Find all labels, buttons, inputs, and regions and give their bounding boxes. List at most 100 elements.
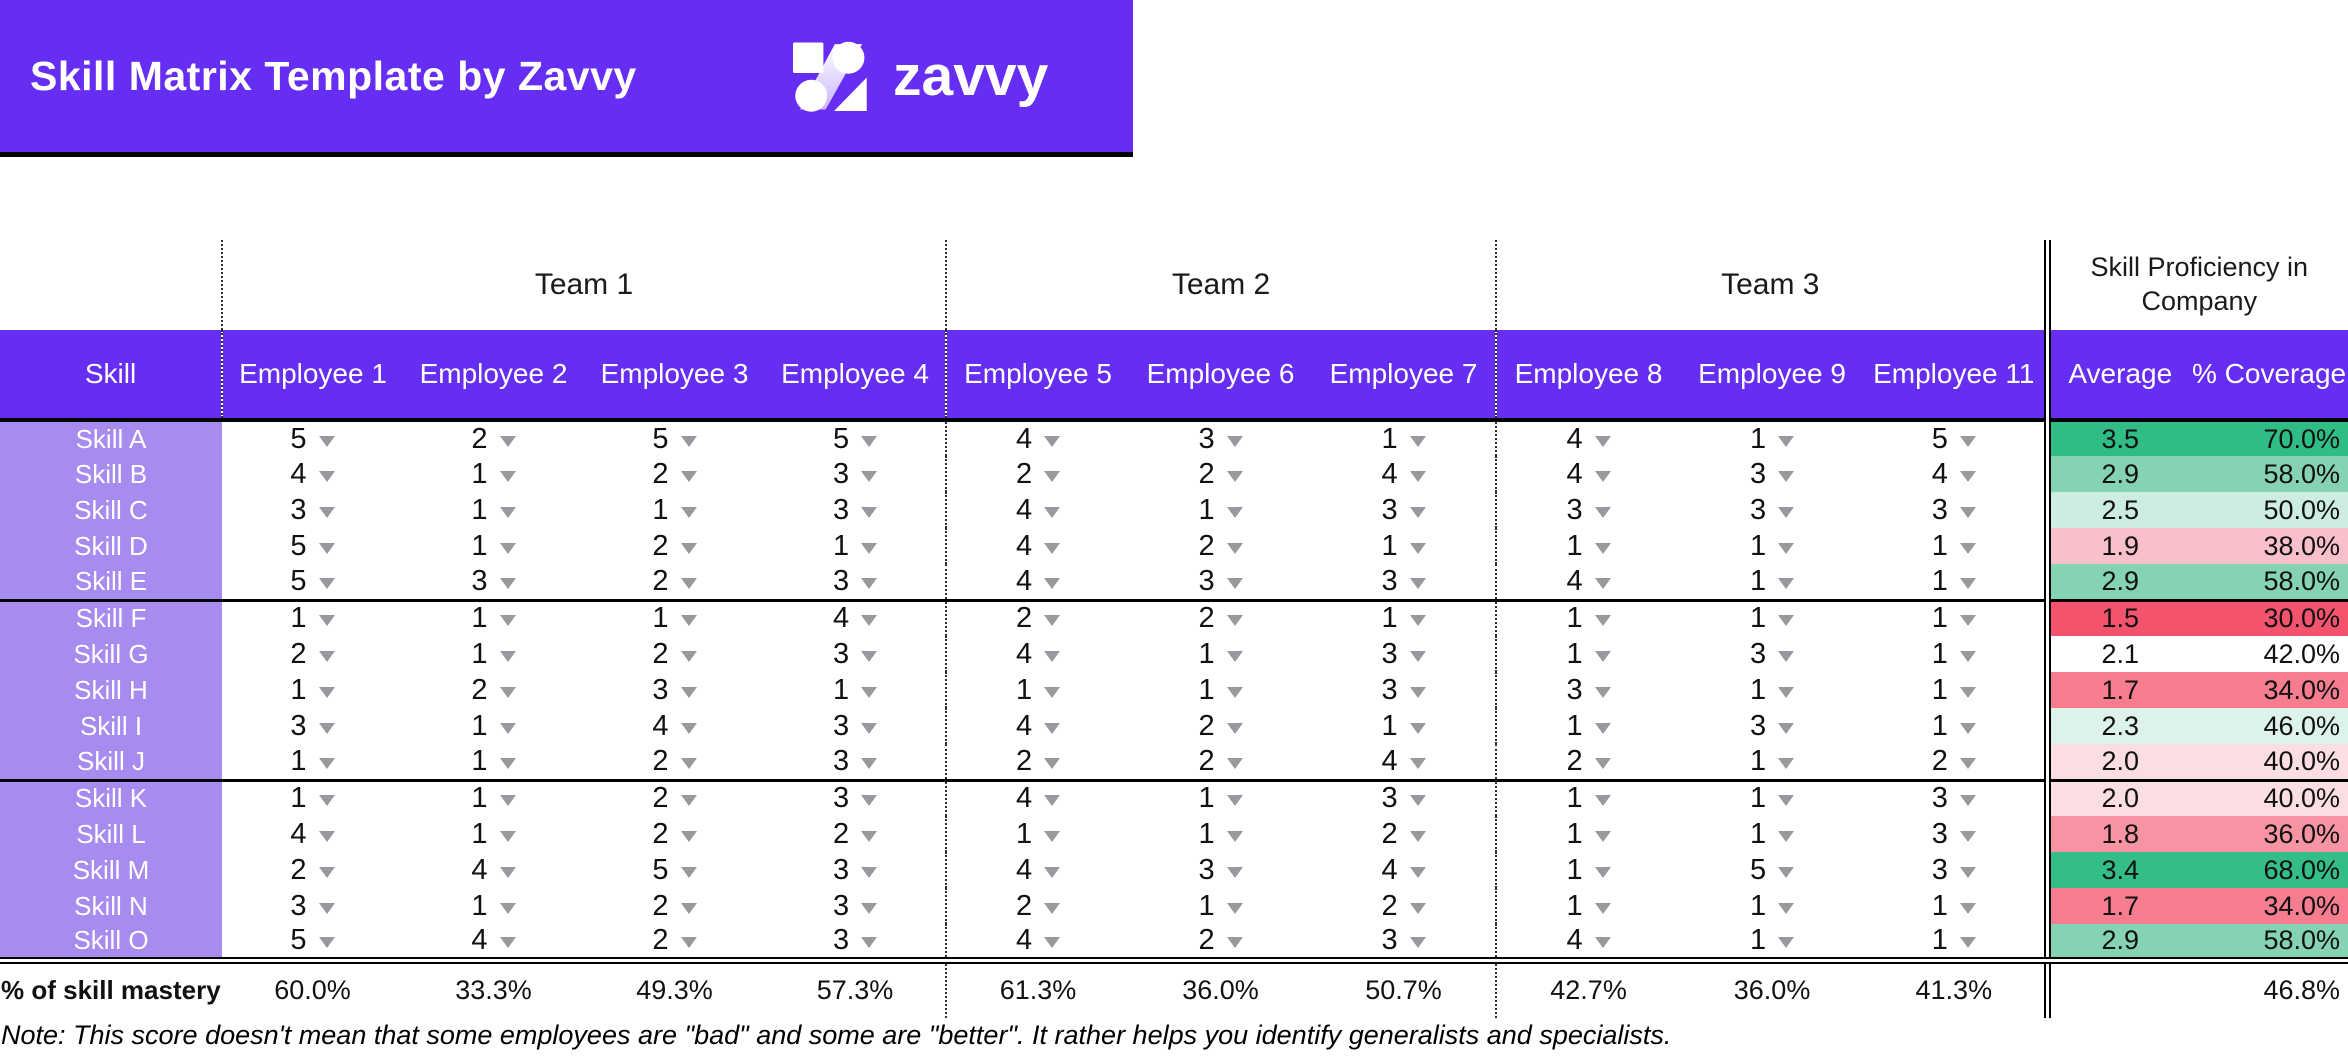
- dropdown-arrow-icon[interactable]: [1778, 615, 1795, 627]
- dropdown-arrow-icon[interactable]: [318, 757, 335, 769]
- dropdown-arrow-icon[interactable]: [1594, 686, 1611, 698]
- score-dropdown-cell[interactable]: 4: [1864, 456, 2047, 492]
- dropdown-arrow-icon[interactable]: [1594, 866, 1611, 878]
- score-dropdown-cell[interactable]: 3: [584, 672, 765, 708]
- dropdown-arrow-icon[interactable]: [1778, 902, 1795, 914]
- dropdown-arrow-icon[interactable]: [861, 757, 878, 769]
- dropdown-arrow-icon[interactable]: [1778, 650, 1795, 662]
- score-dropdown-cell[interactable]: 3: [1312, 672, 1496, 708]
- score-dropdown-cell[interactable]: 2: [584, 888, 765, 924]
- score-dropdown-cell[interactable]: 1: [1495, 636, 1681, 672]
- dropdown-arrow-icon[interactable]: [1226, 902, 1243, 914]
- score-dropdown-cell[interactable]: 1: [1495, 528, 1681, 564]
- dropdown-arrow-icon[interactable]: [499, 650, 516, 662]
- dropdown-arrow-icon[interactable]: [1778, 470, 1795, 482]
- score-dropdown-cell[interactable]: 3: [765, 456, 946, 492]
- score-dropdown-cell[interactable]: 1: [1129, 816, 1312, 852]
- score-dropdown-cell[interactable]: 2: [1129, 924, 1313, 964]
- score-dropdown-cell[interactable]: 2: [1129, 708, 1312, 744]
- dropdown-arrow-icon[interactable]: [861, 470, 878, 482]
- score-dropdown-cell[interactable]: 1: [403, 456, 584, 492]
- score-dropdown-cell[interactable]: 1: [403, 636, 584, 672]
- dropdown-arrow-icon[interactable]: [680, 542, 697, 554]
- dropdown-arrow-icon[interactable]: [1778, 577, 1795, 589]
- dropdown-arrow-icon[interactable]: [1594, 577, 1611, 589]
- score-dropdown-cell[interactable]: 3: [1864, 780, 2047, 816]
- dropdown-arrow-icon[interactable]: [1959, 830, 1976, 842]
- score-dropdown-cell[interactable]: 1: [1680, 780, 1864, 816]
- dropdown-arrow-icon[interactable]: [1044, 866, 1061, 878]
- dropdown-arrow-icon[interactable]: [499, 686, 516, 698]
- dropdown-arrow-icon[interactable]: [1044, 506, 1061, 518]
- score-dropdown-cell[interactable]: 1: [1864, 600, 2047, 636]
- score-dropdown-cell[interactable]: 2: [584, 528, 765, 564]
- dropdown-arrow-icon[interactable]: [861, 506, 878, 518]
- dropdown-arrow-icon[interactable]: [861, 722, 878, 734]
- score-dropdown-cell[interactable]: 3: [1680, 492, 1864, 528]
- score-dropdown-cell[interactable]: 2: [222, 636, 403, 672]
- dropdown-arrow-icon[interactable]: [1778, 435, 1795, 447]
- score-dropdown-cell[interactable]: 1: [1680, 420, 1864, 456]
- score-dropdown-cell[interactable]: 4: [1495, 456, 1681, 492]
- score-dropdown-cell[interactable]: 1: [1864, 636, 2047, 672]
- dropdown-arrow-icon[interactable]: [1959, 542, 1976, 554]
- dropdown-arrow-icon[interactable]: [1959, 866, 1976, 878]
- score-dropdown-cell[interactable]: 2: [945, 456, 1130, 492]
- dropdown-arrow-icon[interactable]: [680, 686, 697, 698]
- score-dropdown-cell[interactable]: 2: [765, 816, 946, 852]
- dropdown-arrow-icon[interactable]: [1226, 795, 1243, 807]
- dropdown-arrow-icon[interactable]: [861, 902, 878, 914]
- score-dropdown-cell[interactable]: 3: [1680, 636, 1864, 672]
- dropdown-arrow-icon[interactable]: [1594, 937, 1611, 948]
- score-dropdown-cell[interactable]: 2: [945, 744, 1130, 782]
- score-dropdown-cell[interactable]: 5: [1680, 852, 1864, 888]
- score-dropdown-cell[interactable]: 2: [1495, 744, 1681, 782]
- score-dropdown-cell[interactable]: 3: [1312, 564, 1497, 602]
- score-dropdown-cell[interactable]: 1: [1495, 888, 1681, 924]
- score-dropdown-cell[interactable]: 5: [765, 420, 946, 456]
- score-dropdown-cell[interactable]: 1: [403, 888, 584, 924]
- score-dropdown-cell[interactable]: 2: [584, 636, 765, 672]
- dropdown-arrow-icon[interactable]: [499, 866, 516, 878]
- score-dropdown-cell[interactable]: 2: [1129, 600, 1312, 636]
- dropdown-arrow-icon[interactable]: [1594, 795, 1611, 807]
- dropdown-arrow-icon[interactable]: [499, 830, 516, 842]
- dropdown-arrow-icon[interactable]: [1778, 866, 1795, 878]
- dropdown-arrow-icon[interactable]: [861, 830, 878, 842]
- dropdown-arrow-icon[interactable]: [680, 902, 697, 914]
- dropdown-arrow-icon[interactable]: [499, 795, 516, 807]
- dropdown-arrow-icon[interactable]: [1409, 937, 1426, 948]
- score-dropdown-cell[interactable]: 1: [945, 816, 1130, 852]
- dropdown-arrow-icon[interactable]: [1959, 795, 1976, 807]
- dropdown-arrow-icon[interactable]: [1044, 577, 1061, 589]
- dropdown-arrow-icon[interactable]: [1594, 650, 1611, 662]
- dropdown-arrow-icon[interactable]: [318, 542, 335, 554]
- dropdown-arrow-icon[interactable]: [1594, 830, 1611, 842]
- score-dropdown-cell[interactable]: 3: [222, 708, 403, 744]
- dropdown-arrow-icon[interactable]: [861, 435, 878, 447]
- score-dropdown-cell[interactable]: 1: [1495, 852, 1681, 888]
- dropdown-arrow-icon[interactable]: [1409, 757, 1426, 769]
- score-dropdown-cell[interactable]: 2: [945, 888, 1130, 924]
- score-dropdown-cell[interactable]: 1: [1864, 888, 2047, 924]
- score-dropdown-cell[interactable]: 1: [403, 744, 584, 782]
- dropdown-arrow-icon[interactable]: [1778, 722, 1795, 734]
- dropdown-arrow-icon[interactable]: [1409, 686, 1426, 698]
- score-dropdown-cell[interactable]: 3: [765, 780, 946, 816]
- score-dropdown-cell[interactable]: 4: [1312, 456, 1496, 492]
- score-dropdown-cell[interactable]: 3: [222, 492, 403, 528]
- dropdown-arrow-icon[interactable]: [1778, 795, 1795, 807]
- dropdown-arrow-icon[interactable]: [1959, 902, 1976, 914]
- dropdown-arrow-icon[interactable]: [1409, 506, 1426, 518]
- dropdown-arrow-icon[interactable]: [1409, 435, 1426, 447]
- dropdown-arrow-icon[interactable]: [1959, 435, 1976, 447]
- dropdown-arrow-icon[interactable]: [861, 795, 878, 807]
- score-dropdown-cell[interactable]: 1: [1495, 816, 1681, 852]
- score-dropdown-cell[interactable]: 1: [1680, 816, 1864, 852]
- score-dropdown-cell[interactable]: 1: [222, 600, 403, 636]
- dropdown-arrow-icon[interactable]: [318, 866, 335, 878]
- dropdown-arrow-icon[interactable]: [680, 470, 697, 482]
- dropdown-arrow-icon[interactable]: [1226, 722, 1243, 734]
- dropdown-arrow-icon[interactable]: [318, 650, 335, 662]
- score-dropdown-cell[interactable]: 5: [584, 852, 765, 888]
